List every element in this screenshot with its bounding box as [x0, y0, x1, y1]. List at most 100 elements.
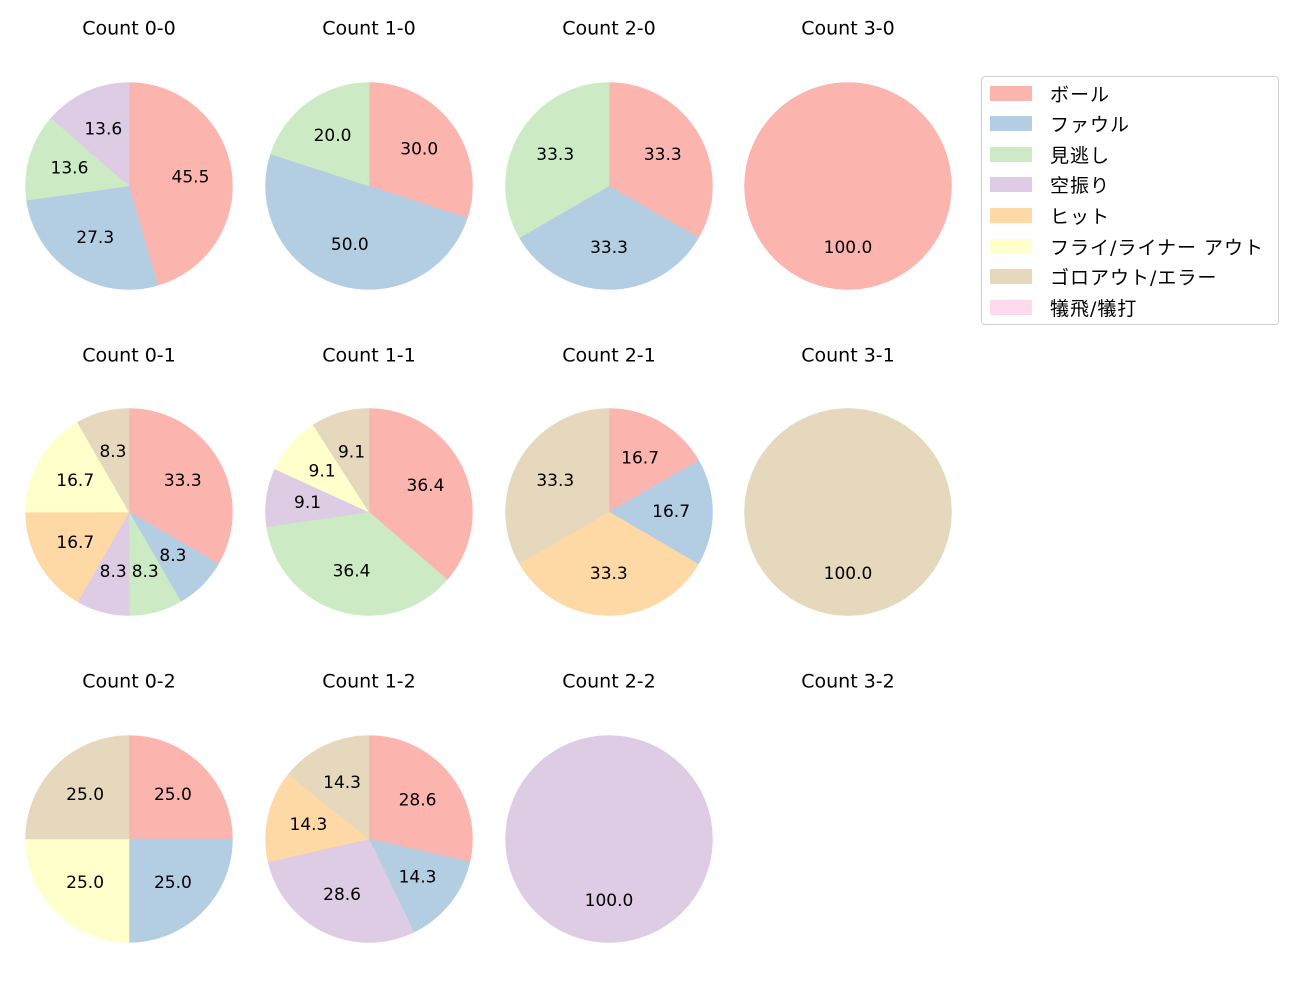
slice-value-label: 33.3: [644, 145, 682, 165]
slice-value-label: 20.0: [314, 126, 352, 146]
pie-slice: [368, 838, 471, 933]
slice-value-label: 36.4: [333, 562, 371, 582]
pie-title: Count 2-2: [562, 671, 656, 693]
slice-value-label: 16.7: [56, 471, 94, 491]
slice-value-label: 50.0: [331, 235, 369, 255]
slice-value-label: 13.6: [84, 119, 122, 139]
slice-value-label: 33.3: [590, 564, 628, 584]
slice-value-label: 9.1: [294, 493, 321, 513]
pie-title: Count 0-2: [82, 671, 176, 693]
legend-label: ファウル: [1050, 114, 1131, 137]
chart-legend: ボール ファウル 見逃し 空振り ヒット フライ/ライナー アウト ゴロアウト/エラー 犠飛/…: [981, 76, 1279, 325]
legend-item: 犠飛/犠打: [990, 295, 1138, 320]
pie-slice: [25, 511, 130, 603]
slice-value-label: 30.0: [400, 139, 438, 159]
slice-value-label: 33.3: [590, 238, 628, 258]
legend-label: 見逃し: [1050, 144, 1111, 167]
legend-swatch: [990, 269, 1032, 285]
slice-value-label: 33.3: [536, 471, 574, 491]
pie-slice: [505, 735, 713, 943]
pie-title: Count 3-0: [801, 18, 895, 40]
pie-slice: [267, 838, 415, 943]
pie-slice: [608, 460, 713, 565]
pie-title: Count 2-1: [562, 345, 656, 367]
pie-slice: [744, 408, 952, 616]
pie-slice: [265, 774, 370, 863]
pie-title: Count 3-2: [801, 671, 895, 693]
legend-swatch: [990, 299, 1032, 315]
pie-slice: [265, 153, 468, 290]
slice-value-label: 8.3: [100, 562, 127, 582]
legend-item: ファウル: [990, 112, 1130, 136]
pie-slice: [505, 408, 610, 564]
slice-value-label: 25.0: [66, 785, 104, 805]
legend-item: ボール: [990, 81, 1110, 106]
legend-item: 空振り: [990, 173, 1110, 197]
slice-value-label: 8.3: [99, 442, 126, 462]
pie-chart: Count 1-2 28.6 14.3 28.6 14.3 14.3: [265, 671, 473, 943]
pie-slice: [77, 408, 130, 513]
pie-slice: [608, 408, 700, 513]
pie-slice: [26, 185, 159, 290]
pie-chart: Count 2-2 100.0: [505, 671, 713, 943]
pie-slice: [312, 408, 370, 513]
pie-slice: [505, 82, 610, 239]
slice-value-label: 25.0: [154, 785, 192, 805]
slice-value-label: 9.1: [338, 442, 365, 462]
pie-slice: [270, 82, 370, 187]
pie-slice: [128, 838, 233, 943]
slice-value-label: 14.3: [290, 815, 328, 835]
pie-chart: Count 3-0 100.0: [744, 18, 952, 290]
slice-value-label: 36.4: [407, 476, 445, 496]
slice-value-label: 8.3: [132, 562, 159, 582]
pie-slice: [50, 82, 130, 187]
slice-value-label: 33.3: [536, 145, 574, 165]
pie-slice: [128, 408, 233, 565]
legend-label: フライ/ライナー アウト: [1050, 236, 1265, 259]
pie-chart: Count 0-133.38.38.38.316.716.78.3: [25, 345, 233, 616]
legend-item: 見逃し: [990, 142, 1111, 167]
pie-title: Count 0-1: [82, 345, 176, 367]
pie-slice: [608, 82, 713, 239]
pie-slice: [744, 82, 952, 290]
pie-slice: [368, 408, 473, 581]
pie-slice: [266, 511, 448, 616]
pie-title: Count 1-2: [322, 671, 416, 693]
slice-value-label: 45.5: [172, 167, 210, 187]
legend-swatch: [990, 116, 1032, 132]
pie-title: Count 3-1: [801, 345, 895, 367]
legend-label: ゴロアウト/エラー: [1050, 267, 1218, 290]
slice-value-label: 13.6: [51, 158, 89, 178]
pie-title: Count 0-0: [82, 18, 176, 40]
slice-value-label: 25.0: [154, 873, 192, 893]
pie-slice: [128, 735, 233, 840]
slice-value-label: 25.0: [66, 873, 104, 893]
pie-slice: [368, 82, 473, 219]
pie-chart: Count 2-0 33.3 33.3 33.3: [505, 18, 713, 290]
pie-slice: [128, 82, 233, 286]
pie-slice: [25, 421, 130, 513]
legend-label: 空振り: [1050, 175, 1111, 198]
slice-value-label: 100.0: [824, 238, 873, 258]
legend-item: フライ/ライナー アウト: [990, 234, 1265, 259]
slice-value-label: 14.3: [399, 868, 437, 888]
slice-value-label: 16.7: [56, 533, 94, 553]
slice-value-label: 27.3: [76, 228, 114, 248]
pie-chart: Count 0-0 45.5 27.3 13.6 13.6: [25, 18, 233, 290]
slice-value-label: 100.0: [585, 891, 634, 911]
legend-label: 犠飛/犠打: [1050, 297, 1138, 320]
pie-title: Count 1-0: [322, 18, 416, 40]
legend-item: ゴロアウト/エラー: [990, 265, 1217, 289]
pie-slice: [25, 838, 130, 943]
legend-swatch: [990, 85, 1032, 101]
pie-slice: [368, 735, 473, 863]
pie-title: Count 1-1: [322, 345, 416, 367]
legend-swatch: [990, 207, 1032, 223]
pie-chart: Count 1-136.436.49.19.19.1: [265, 345, 473, 616]
legend-swatch: [990, 146, 1032, 162]
slice-value-label: 14.3: [323, 773, 361, 793]
slice-value-label: 16.7: [621, 448, 659, 468]
legend-swatch: [990, 177, 1032, 193]
slice-value-label: 8.3: [159, 546, 186, 566]
